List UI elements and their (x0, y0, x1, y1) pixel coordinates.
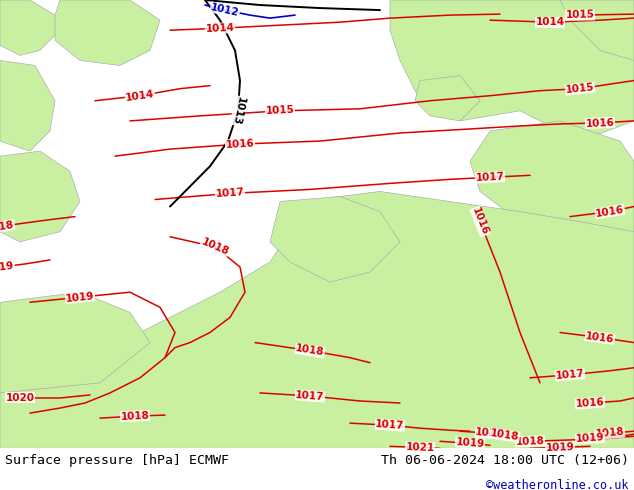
Text: 1014: 1014 (536, 17, 564, 27)
Polygon shape (0, 60, 55, 151)
Text: 1012: 1012 (210, 2, 240, 18)
Polygon shape (0, 151, 80, 242)
Text: 1018: 1018 (120, 411, 150, 422)
Polygon shape (470, 121, 634, 242)
Text: 1021: 1021 (405, 442, 435, 453)
Text: 1014: 1014 (205, 23, 235, 34)
Text: 1017: 1017 (215, 188, 245, 199)
Text: 1016: 1016 (595, 204, 625, 219)
Text: 1017: 1017 (475, 427, 505, 440)
Text: Th 06-06-2024 18:00 UTC (12+06): Th 06-06-2024 18:00 UTC (12+06) (381, 454, 629, 466)
Polygon shape (390, 0, 634, 141)
Text: 1015: 1015 (565, 82, 595, 95)
Text: 1019: 1019 (575, 432, 605, 444)
Text: 1015: 1015 (566, 10, 595, 21)
Text: 1015: 1015 (265, 105, 295, 117)
Text: 1016: 1016 (470, 206, 490, 237)
Polygon shape (0, 292, 150, 393)
Polygon shape (0, 192, 634, 448)
Text: 1019: 1019 (65, 291, 95, 304)
Text: 1016: 1016 (225, 138, 255, 150)
Text: 1014: 1014 (125, 89, 155, 103)
Text: 1018: 1018 (200, 237, 230, 257)
Polygon shape (55, 0, 160, 66)
Polygon shape (270, 196, 400, 282)
Text: 1018: 1018 (0, 220, 15, 234)
Text: 1018: 1018 (595, 427, 625, 440)
Text: 1019: 1019 (0, 260, 15, 274)
Text: 1020: 1020 (6, 393, 34, 403)
Text: 1019: 1019 (545, 442, 574, 453)
Polygon shape (560, 0, 634, 60)
Text: ©weatheronline.co.uk: ©weatheronline.co.uk (486, 479, 629, 490)
Polygon shape (415, 75, 480, 121)
Text: Surface pressure [hPa] ECMWF: Surface pressure [hPa] ECMWF (5, 454, 229, 466)
Text: 1017: 1017 (555, 368, 585, 381)
Text: 1016: 1016 (575, 397, 605, 409)
Text: 1018: 1018 (515, 436, 545, 447)
Text: 1017: 1017 (375, 419, 405, 431)
Text: 1013: 1013 (230, 96, 246, 126)
Text: 1017: 1017 (295, 390, 325, 402)
Text: 1018: 1018 (295, 343, 325, 358)
Text: 1016: 1016 (585, 331, 615, 344)
Polygon shape (0, 0, 60, 55)
Text: 1018: 1018 (490, 428, 520, 442)
Text: 1019: 1019 (455, 437, 485, 449)
Text: 1017: 1017 (476, 172, 505, 183)
Text: 1016: 1016 (585, 117, 615, 128)
